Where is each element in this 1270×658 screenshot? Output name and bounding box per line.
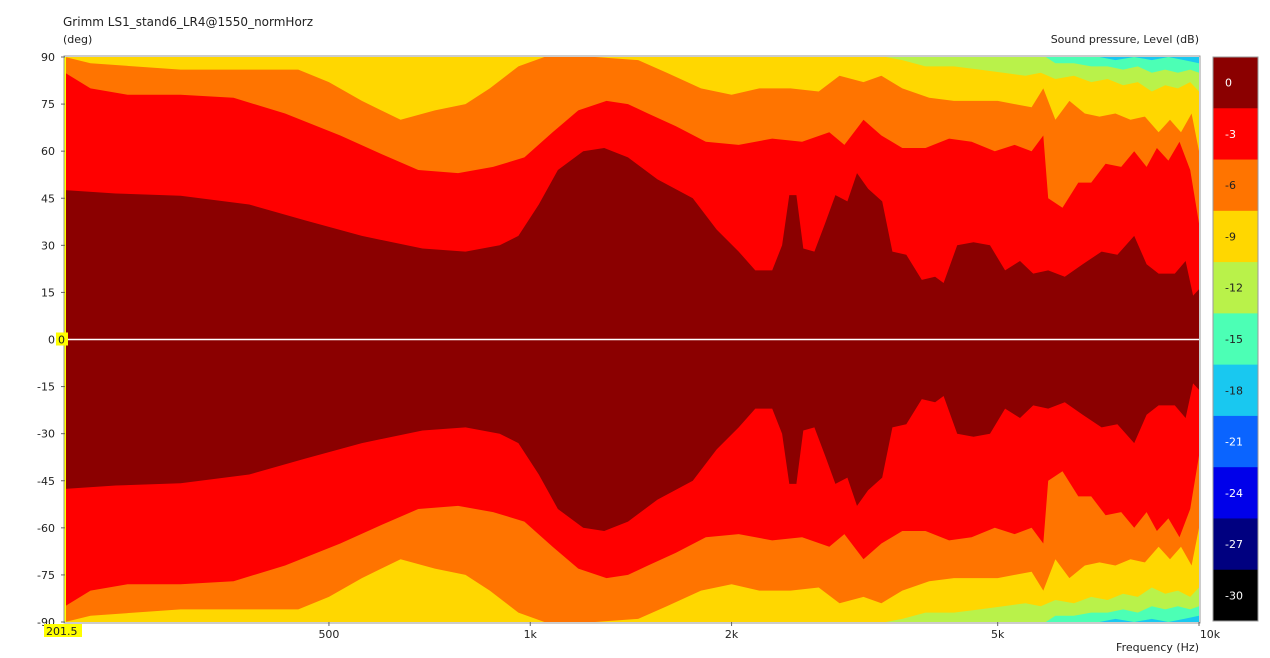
colorbar-label: -3 <box>1225 128 1236 141</box>
y-tick-label: 30 <box>41 239 55 252</box>
x-tick-label: 1k <box>524 628 538 641</box>
colorbar-swatch <box>1213 57 1258 109</box>
colorbar-label: -18 <box>1225 384 1243 397</box>
colorbar: 0 -3 -6 -9 -12 -15 -18 -21 -24 -27 -30 <box>1212 56 1259 622</box>
colorbar-label: -12 <box>1225 282 1243 295</box>
colorbar-swatch <box>1213 518 1258 571</box>
colorbar-title: Sound pressure, Level (dB) <box>1051 33 1199 46</box>
colorbar-label: -9 <box>1225 230 1236 243</box>
colorbar-label: -21 <box>1225 436 1243 449</box>
colorbar-swatch <box>1213 108 1258 161</box>
colorbar-swatch <box>1213 467 1258 519</box>
x-tick-label: 500 <box>318 628 339 641</box>
colorbar-swatch <box>1213 415 1258 468</box>
x-axis-label: Frequency (Hz) <box>1116 641 1199 654</box>
y-tick-label: 15 <box>41 286 55 299</box>
y-tick-label: -60 <box>37 522 55 535</box>
x-tick-label: 5k <box>991 628 1005 641</box>
y-tick-label: 90 <box>41 51 55 64</box>
colorbar-frame <box>1212 56 1259 622</box>
y-tick-label: 0 <box>48 334 55 347</box>
y-tick-label: -75 <box>37 569 55 582</box>
colorbar-label: -27 <box>1225 538 1243 551</box>
level-m3-region <box>65 57 1199 622</box>
y-tick-label: 60 <box>41 145 55 158</box>
y-tick-label: 45 <box>41 192 55 205</box>
colorbar-swatch <box>1213 313 1258 366</box>
plot-area <box>63 55 1201 624</box>
colorbar-swatch <box>1213 262 1258 314</box>
y-tick-label: -45 <box>37 475 55 488</box>
colorbar-swatch <box>1213 159 1258 212</box>
colorbar-label: -24 <box>1225 487 1243 500</box>
x-axis: 500 1k 2k 5k 10k 201.5 <box>44 622 1221 641</box>
colorbar-label: -30 <box>1225 589 1243 602</box>
x-min-label: 201.5 <box>46 625 78 638</box>
y-tick-label: -15 <box>37 381 55 394</box>
x-tick-label: 10k <box>1200 628 1221 641</box>
colorbar-swatch <box>1213 364 1258 417</box>
level-m9-region <box>65 57 1199 622</box>
colorbar-swatch <box>1213 210 1258 263</box>
colorbar-swatch <box>1213 569 1258 622</box>
x-min-badge <box>44 624 82 637</box>
y-tick-label: 75 <box>41 98 55 111</box>
x-tick-label: 2k <box>725 628 739 641</box>
y-tick-label: -30 <box>37 428 55 441</box>
zero-marker-label: 0 <box>58 334 65 347</box>
chart-title: Grimm LS1_stand6_LR4@1550_normHorz <box>63 15 313 29</box>
colorbar-label: -15 <box>1225 333 1243 346</box>
colorbar-label: 0 <box>1225 77 1232 90</box>
zero-marker-badge <box>56 332 68 346</box>
y-axis-unit-label: (deg) <box>63 33 92 46</box>
colorbar-label: -6 <box>1225 179 1236 192</box>
